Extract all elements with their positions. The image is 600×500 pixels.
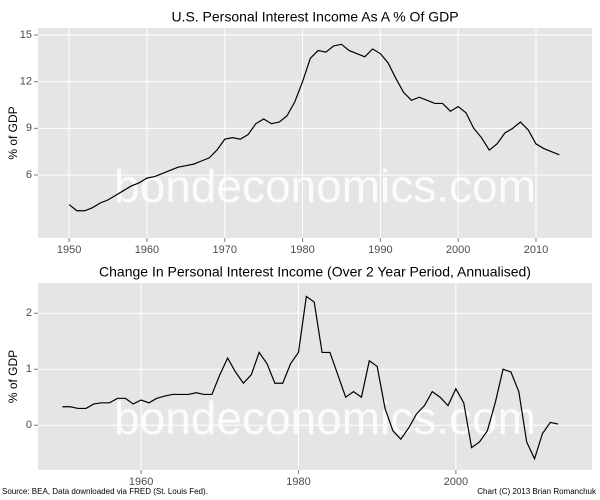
x-tick-label: 2010	[524, 244, 548, 256]
x-tick-label: 1950	[57, 244, 81, 256]
y-tick-label: 0	[26, 419, 32, 431]
y-axis-label: % of GDP	[6, 350, 20, 403]
credit-note: Chart (C) 2013 Brian Romanchuk	[477, 487, 597, 496]
chart-title: U.S. Personal Interest Income As A % Of …	[171, 9, 458, 25]
y-tick-label: 15	[20, 29, 32, 41]
y-tick-label: 9	[26, 122, 32, 134]
y-tick-label: 2	[26, 307, 32, 319]
x-tick-label: 1980	[290, 244, 314, 256]
x-tick-label: 1970	[212, 244, 236, 256]
x-tick-label: 2000	[444, 476, 468, 488]
plot-background	[38, 28, 592, 238]
y-tick-label: 6	[26, 169, 32, 181]
x-tick-label: 1960	[135, 244, 159, 256]
source-note: Source: BEA, Data downloaded via FRED (S…	[2, 487, 208, 496]
y-tick-label: 12	[20, 76, 32, 88]
y-tick-label: 1	[26, 363, 32, 375]
data-line	[68, 43, 560, 212]
x-tick-label: 1960	[129, 476, 153, 488]
x-tick-label: 1980	[286, 476, 310, 488]
plot-background	[38, 283, 592, 470]
watermark: bondeconomics.com	[114, 392, 536, 444]
x-tick-label: 2000	[446, 244, 470, 256]
data-line	[62, 295, 559, 461]
watermark: bondeconomics.com	[114, 160, 536, 212]
chart-title: Change In Personal Interest Income (Over…	[99, 264, 531, 280]
y-axis-label: % of GDP	[6, 106, 20, 159]
x-tick-label: 1990	[368, 244, 392, 256]
